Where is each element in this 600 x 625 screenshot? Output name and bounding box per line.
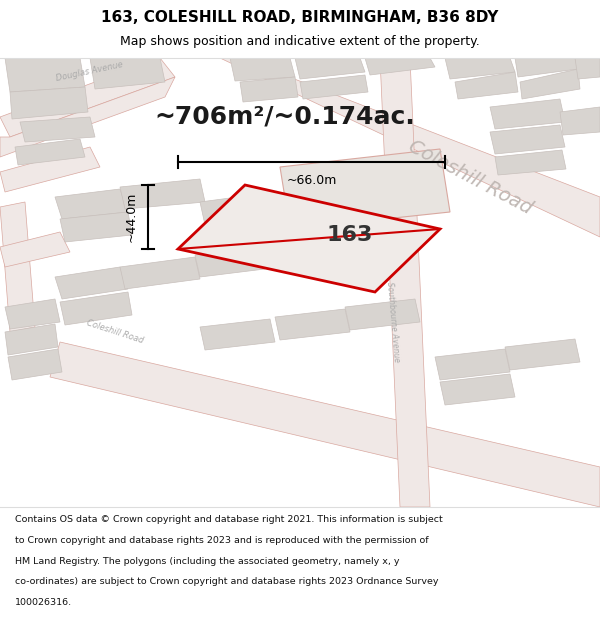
- Text: ~44.0m: ~44.0m: [125, 192, 138, 242]
- Polygon shape: [280, 149, 450, 229]
- Polygon shape: [8, 349, 62, 380]
- Polygon shape: [295, 58, 365, 79]
- Text: Coleshill Road: Coleshill Road: [405, 136, 535, 218]
- Polygon shape: [60, 212, 132, 242]
- Text: HM Land Registry. The polygons (including the associated geometry, namely x, y: HM Land Registry. The polygons (includin…: [15, 556, 400, 566]
- Polygon shape: [0, 77, 175, 157]
- Polygon shape: [20, 117, 95, 142]
- Polygon shape: [445, 58, 515, 79]
- Text: Coleshill Road: Coleshill Road: [85, 319, 144, 346]
- Polygon shape: [220, 58, 600, 237]
- Polygon shape: [120, 257, 200, 289]
- Polygon shape: [5, 324, 58, 355]
- Polygon shape: [90, 58, 165, 89]
- Text: ~66.0m: ~66.0m: [286, 174, 337, 187]
- Polygon shape: [60, 292, 132, 325]
- Text: Map shows position and indicative extent of the property.: Map shows position and indicative extent…: [120, 35, 480, 48]
- Polygon shape: [275, 309, 350, 340]
- Text: Douglas Avenue: Douglas Avenue: [55, 61, 124, 84]
- Polygon shape: [195, 247, 265, 277]
- Polygon shape: [0, 202, 35, 332]
- Polygon shape: [55, 189, 128, 219]
- Text: to Crown copyright and database rights 2023 and is reproduced with the permissio: to Crown copyright and database rights 2…: [15, 536, 428, 545]
- Polygon shape: [200, 192, 280, 225]
- Polygon shape: [490, 99, 565, 129]
- Polygon shape: [0, 232, 70, 267]
- Polygon shape: [440, 374, 515, 405]
- Polygon shape: [0, 147, 100, 192]
- Polygon shape: [365, 58, 435, 75]
- Text: 163, COLESHILL ROAD, BIRMINGHAM, B36 8DY: 163, COLESHILL ROAD, BIRMINGHAM, B36 8DY: [101, 10, 499, 25]
- Polygon shape: [345, 299, 420, 330]
- Text: 100026316.: 100026316.: [15, 598, 72, 607]
- Polygon shape: [380, 58, 430, 507]
- Polygon shape: [560, 107, 600, 135]
- Polygon shape: [5, 58, 85, 92]
- Polygon shape: [300, 75, 368, 99]
- Polygon shape: [200, 319, 275, 350]
- Polygon shape: [455, 72, 518, 99]
- Polygon shape: [15, 139, 85, 165]
- Polygon shape: [490, 125, 565, 154]
- Text: co-ordinates) are subject to Crown copyright and database rights 2023 Ordnance S: co-ordinates) are subject to Crown copyr…: [15, 578, 439, 586]
- Polygon shape: [230, 58, 295, 81]
- Polygon shape: [520, 69, 580, 99]
- Polygon shape: [10, 87, 88, 119]
- Text: ~706m²/~0.174ac.: ~706m²/~0.174ac.: [155, 105, 415, 129]
- Polygon shape: [435, 349, 510, 380]
- Polygon shape: [50, 342, 600, 507]
- Polygon shape: [55, 267, 128, 299]
- Polygon shape: [5, 299, 60, 329]
- Polygon shape: [505, 339, 580, 370]
- Polygon shape: [120, 179, 205, 209]
- Polygon shape: [240, 77, 298, 102]
- Text: Southbourne Avenue: Southbourne Avenue: [385, 281, 401, 362]
- Polygon shape: [515, 58, 578, 77]
- Text: Contains OS data © Crown copyright and database right 2021. This information is : Contains OS data © Crown copyright and d…: [15, 515, 443, 524]
- Text: 163: 163: [327, 225, 373, 245]
- Polygon shape: [495, 150, 566, 175]
- Polygon shape: [178, 185, 440, 292]
- Polygon shape: [205, 217, 282, 249]
- Polygon shape: [575, 58, 600, 79]
- Polygon shape: [0, 58, 175, 137]
